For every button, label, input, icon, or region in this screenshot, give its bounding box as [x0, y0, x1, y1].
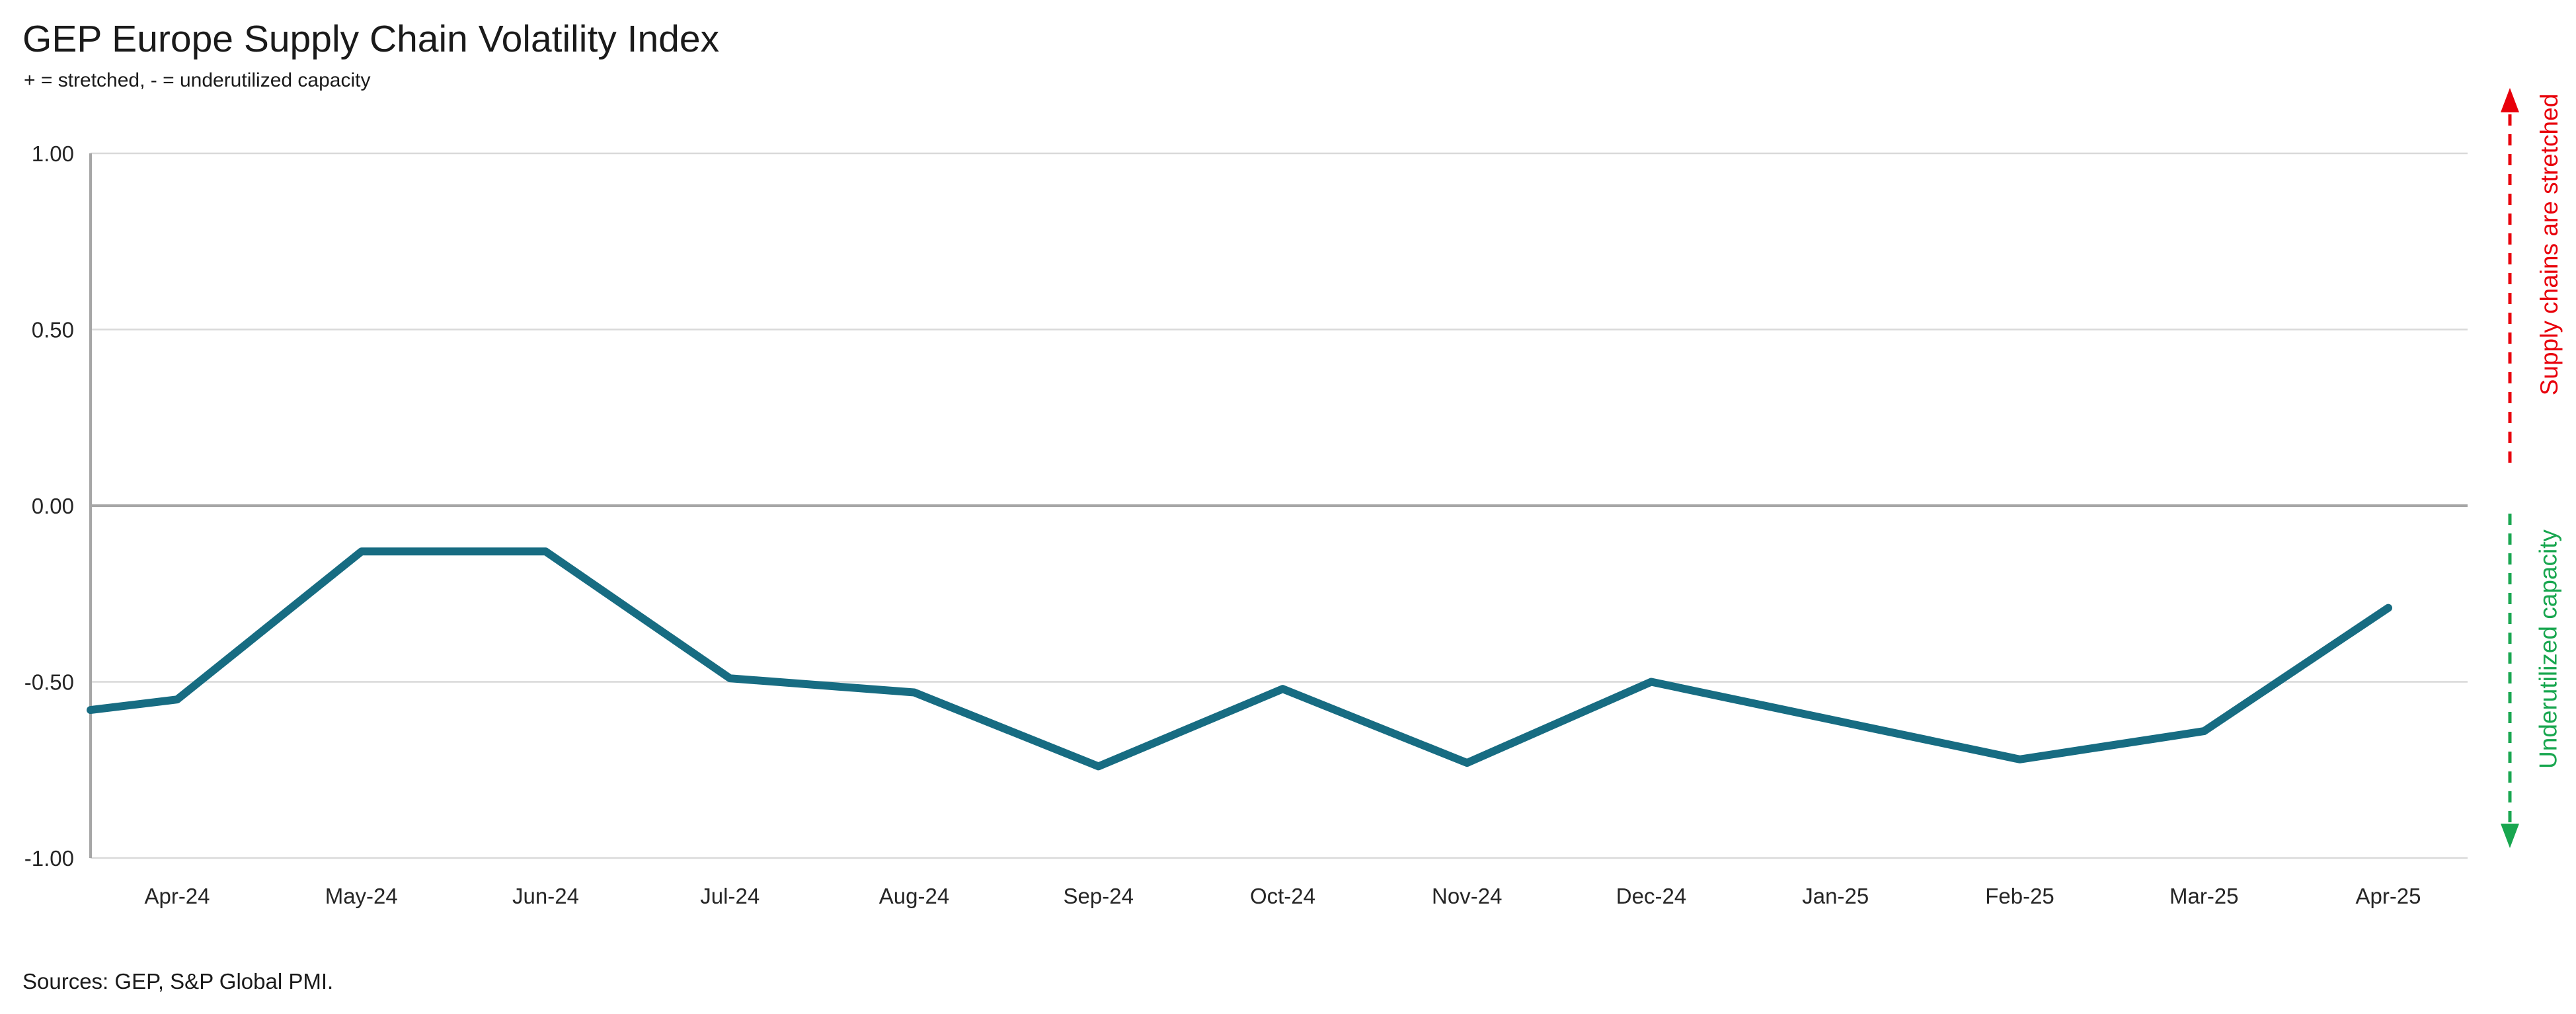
x-tick-label: Oct-24: [1250, 884, 1315, 908]
x-tick-label: May-24: [325, 884, 398, 908]
sources-note: Sources: GEP, S&P Global PMI.: [22, 969, 334, 994]
x-tick-label: Nov-24: [1432, 884, 1502, 908]
chart-subtitle: + = stretched, - = underutilized capacit…: [24, 69, 371, 91]
direction-arrows: [2501, 88, 2519, 848]
x-tick-label: Sep-24: [1064, 884, 1134, 908]
x-tick-label: Dec-24: [1616, 884, 1686, 908]
x-tick-label: Jan-25: [1802, 884, 1869, 908]
x-tick-label: Aug-24: [879, 884, 949, 908]
down-arrow-head: [2501, 824, 2519, 848]
x-tick-label: Mar-25: [2169, 884, 2239, 908]
y-tick-label: -1.00: [24, 846, 74, 871]
x-tick-label: Jun-24: [512, 884, 579, 908]
x-tick-label: Apr-25: [2355, 884, 2421, 908]
y-tick-label: -0.50: [24, 670, 74, 695]
y-axis-labels: 1.00 0.50 0.00 -0.50 -1.00: [24, 141, 74, 871]
series: [87, 547, 2392, 771]
gridlines: [89, 152, 2468, 859]
x-tick-label: Feb-25: [1985, 884, 2054, 908]
x-tick-label: Apr-24: [144, 884, 210, 908]
chart-title: GEP Europe Supply Chain Volatility Index: [22, 18, 720, 60]
stretched-annotation-label: Supply chains are stretched: [2536, 93, 2563, 396]
x-tick-label: Jul-24: [700, 884, 760, 908]
y-tick-label: 0.00: [32, 494, 74, 518]
y-tick-label: 0.50: [32, 318, 74, 342]
up-arrow-head: [2501, 88, 2519, 112]
volatility-index-line: [87, 547, 2392, 771]
x-axis-labels: Apr-24 May-24 Jun-24 Jul-24 Aug-24 Sep-24 Oct-…: [144, 884, 2421, 908]
y-tick-label: 1.00: [32, 141, 74, 166]
underutilized-annotation-label: Underutilized capacity: [2534, 529, 2562, 769]
